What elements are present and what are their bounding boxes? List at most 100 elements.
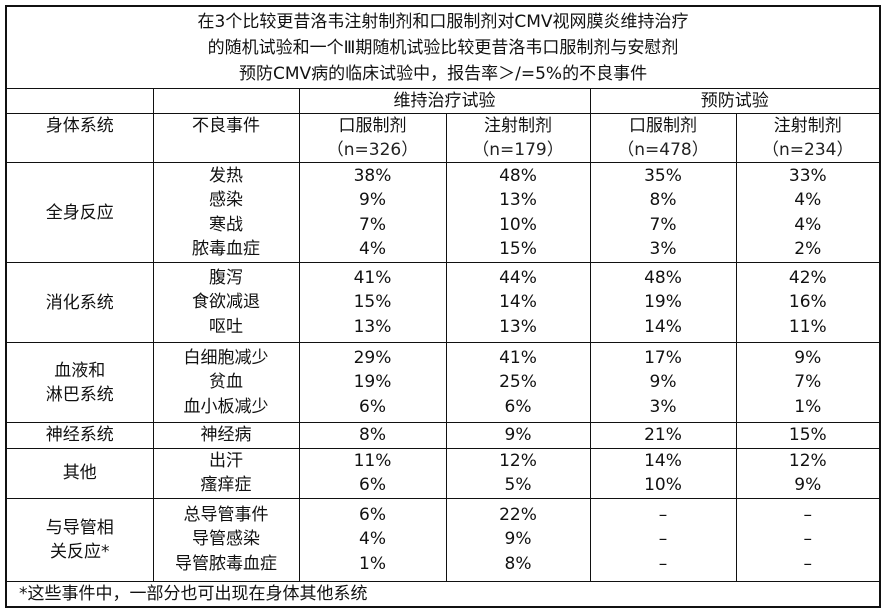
body-system-label: 全身反应 bbox=[45, 202, 114, 223]
event-rate: 14% bbox=[644, 316, 682, 337]
event-rate: – bbox=[658, 504, 668, 525]
event-rate: 19% bbox=[353, 372, 392, 393]
event-rate: 48% bbox=[644, 267, 682, 288]
event-rate: 3% bbox=[649, 239, 677, 259]
value-cell: 12% 5% bbox=[445, 447, 591, 499]
event-name: 血小板减少 bbox=[183, 396, 269, 417]
body-system-cell: 与导管相 关反应* bbox=[5, 497, 154, 582]
adverse-event-header: 不良事件 bbox=[152, 113, 300, 163]
column-n: （n=234） bbox=[762, 140, 854, 160]
event-rate: 9% bbox=[794, 475, 822, 495]
event-rate: 19% bbox=[644, 292, 682, 313]
system-group: 其他 出汗 瘙痒症 11% 6% 12% 5% 14% 10% 12% 9% bbox=[5, 447, 881, 499]
event-rate: 8% bbox=[649, 190, 677, 210]
event-rate: 7% bbox=[794, 372, 822, 393]
column-label: 口服制剂 bbox=[338, 116, 407, 136]
value-cell: 41% 15% 13% bbox=[298, 262, 447, 343]
title-line: 预防CMV病的临床试验中，报告率＞/=5%的不良事件 bbox=[238, 64, 648, 84]
system-group: 与导管相 关反应* 总导管事件 导管感染 导管脓毒血症 6% 4% 1% 22% 9% 8% – – – –… bbox=[5, 497, 881, 582]
column-label: 注射制剂 bbox=[773, 116, 842, 136]
value-cell: 41% 25% 6% bbox=[445, 342, 591, 423]
event-rate: 7% bbox=[649, 214, 677, 235]
event-name: 出汗 bbox=[209, 450, 243, 471]
event-rate: 17% bbox=[644, 347, 682, 368]
event-name: 导管感染 bbox=[192, 529, 260, 550]
event-cell: 神经病 bbox=[152, 422, 300, 449]
empty-header-cell bbox=[5, 88, 154, 114]
event-rate: 10% bbox=[644, 475, 682, 495]
event-rate: 14% bbox=[499, 292, 537, 313]
body-system-header: 身体系统 bbox=[5, 113, 154, 163]
value-cell: 6% 4% 1% bbox=[298, 497, 447, 582]
event-name: 白细胞减少 bbox=[183, 347, 269, 368]
event-rate: 6% bbox=[359, 504, 386, 525]
title-line: 在3个比较更昔洛韦注射制剂和口服制剂对CMV视网膜炎维持治疗 bbox=[197, 12, 689, 32]
event-name: 神经病 bbox=[200, 425, 252, 445]
event-name: 寒战 bbox=[209, 214, 243, 235]
event-name: 呕吐 bbox=[209, 316, 243, 337]
event-rate: 21% bbox=[644, 425, 682, 445]
body-system-cell: 消化系统 bbox=[5, 262, 154, 343]
system-group: 血液和 淋巴系统 白细胞减少 贫血 血小板减少 29% 19% 6% 41% 25% 6% 17% 9%… bbox=[5, 342, 881, 423]
column-label: 口服制剂 bbox=[629, 116, 697, 136]
value-cell: 9% 7% 1% bbox=[735, 342, 881, 423]
event-rate: 33% bbox=[788, 165, 827, 186]
event-rate: 14% bbox=[644, 450, 682, 471]
body-system-label: 淋巴系统 bbox=[45, 384, 114, 405]
event-rate: 41% bbox=[353, 267, 392, 288]
event-rate: 6% bbox=[504, 396, 532, 417]
event-cell: 总导管事件 导管感染 导管脓毒血症 bbox=[152, 497, 300, 582]
event-rate: 4% bbox=[359, 529, 386, 550]
value-cell: 48% 13% 10% 15% bbox=[445, 162, 591, 263]
value-cell: 22% 9% 8% bbox=[445, 497, 591, 582]
value-cell: 12% 9% bbox=[735, 447, 881, 499]
value-cell: 35% 8% 7% 3% bbox=[589, 162, 737, 263]
event-rate: 4% bbox=[359, 239, 386, 259]
value-cell: 14% 10% bbox=[589, 447, 737, 499]
event-rate: 25% bbox=[499, 372, 537, 393]
column-header: 注射制剂 （n=234） bbox=[735, 113, 881, 163]
event-rate: 44% bbox=[499, 267, 537, 288]
column-n: （n=326） bbox=[326, 140, 419, 160]
column-label: 注射制剂 bbox=[484, 116, 552, 136]
event-rate: 3% bbox=[649, 396, 677, 417]
value-cell: 8% bbox=[298, 422, 447, 449]
column-header: 注射制剂 （n=179） bbox=[445, 113, 591, 163]
event-rate: 15% bbox=[499, 239, 537, 259]
value-cell: 11% 6% bbox=[298, 447, 447, 499]
body-system-label: 与导管相 bbox=[45, 517, 114, 538]
table-title: 在3个比较更昔洛韦注射制剂和口服制剂对CMV视网膜炎维持治疗 的随机试验和一个Ⅲ… bbox=[5, 5, 881, 89]
column-n: （n=179） bbox=[472, 140, 564, 160]
event-rate: 6% bbox=[359, 475, 386, 495]
event-rate: 1% bbox=[359, 553, 386, 574]
event-rate: 15% bbox=[788, 425, 827, 445]
event-cell: 腹泻 食欲减退 呕吐 bbox=[152, 262, 300, 343]
event-rate: 16% bbox=[788, 292, 827, 313]
event-rate: 11% bbox=[353, 450, 392, 471]
event-rate: 12% bbox=[499, 450, 537, 471]
event-rate: 13% bbox=[353, 316, 392, 337]
event-rate: 12% bbox=[788, 450, 827, 471]
value-cell: 42% 16% 11% bbox=[735, 262, 881, 343]
event-rate: 2% bbox=[794, 239, 822, 259]
event-rate: 22% bbox=[499, 504, 537, 525]
value-cell: 9% bbox=[445, 422, 591, 449]
event-rate: – bbox=[658, 529, 668, 550]
system-group: 全身反应 发热 感染 寒战 脓毒血症 38% 9% 7% 4% 48% 13% 10% 15% 35% 8%… bbox=[5, 162, 881, 263]
event-name: 导管脓毒血症 bbox=[175, 553, 277, 574]
event-rate: 11% bbox=[788, 316, 827, 337]
value-cell: 44% 14% 13% bbox=[445, 262, 591, 343]
value-cell: 15% bbox=[735, 422, 881, 449]
event-name: 腹泻 bbox=[209, 267, 243, 288]
value-cell: 33% 4% 4% 2% bbox=[735, 162, 881, 263]
event-rate: 9% bbox=[504, 529, 532, 550]
event-rate: 38% bbox=[353, 165, 392, 186]
body-system-cell: 其他 bbox=[5, 447, 154, 499]
maintenance-trial-header: 维持治疗试验 bbox=[298, 88, 591, 114]
event-cell: 出汗 瘙痒症 bbox=[152, 447, 300, 499]
column-header: 口服制剂 （n=326） bbox=[298, 113, 447, 163]
event-rate: 6% bbox=[359, 396, 386, 417]
event-cell: 白细胞减少 贫血 血小板减少 bbox=[152, 342, 300, 423]
event-rate: – bbox=[658, 553, 668, 574]
adverse-events-table: 在3个比较更昔洛韦注射制剂和口服制剂对CMV视网膜炎维持治疗 的随机试验和一个Ⅲ… bbox=[5, 5, 882, 608]
